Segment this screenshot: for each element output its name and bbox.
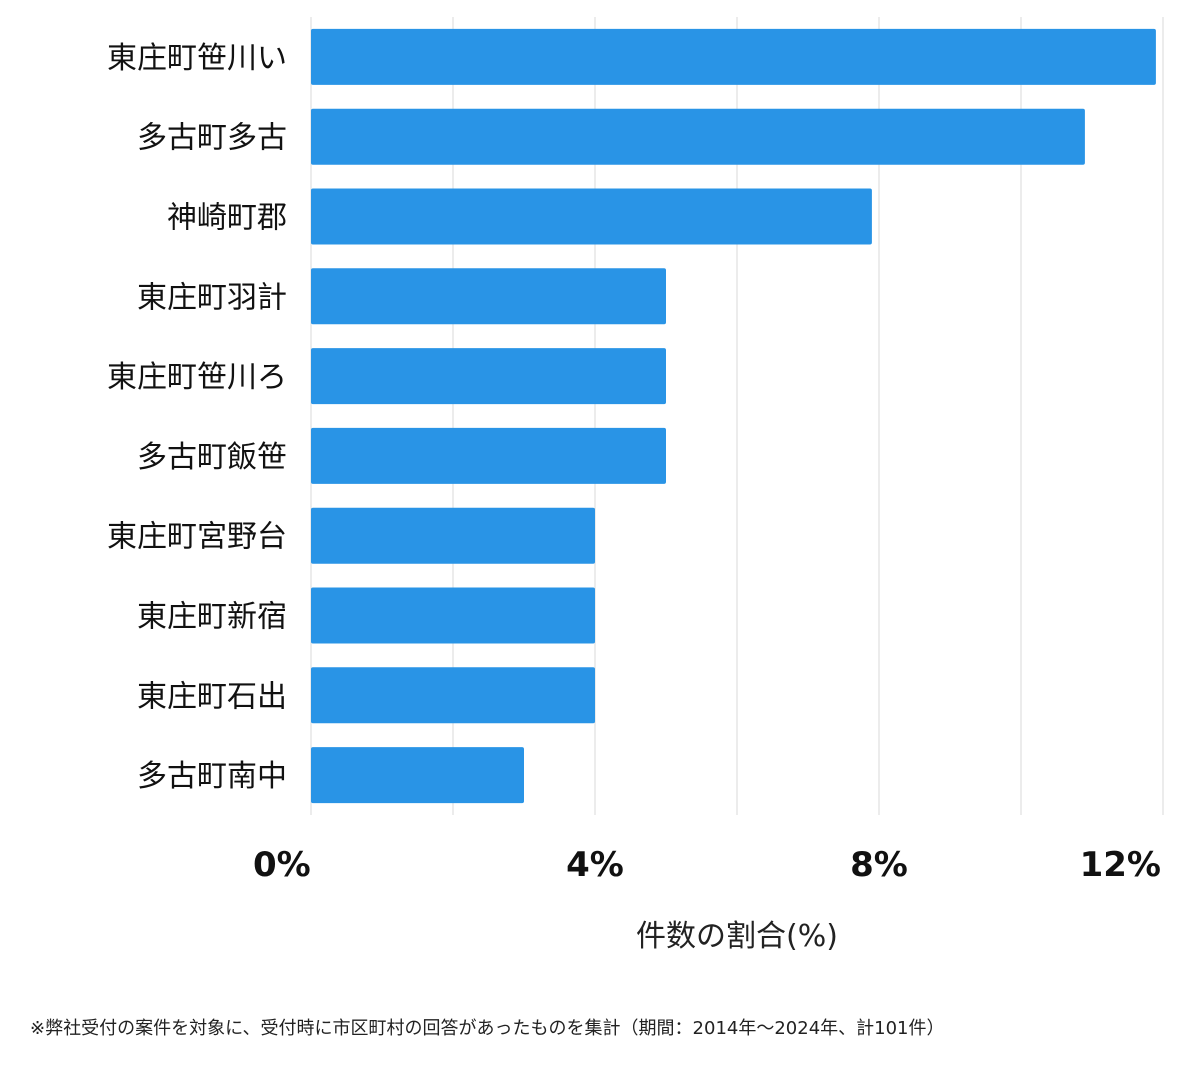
category-label: 東庄町笹川ろ (107, 360, 287, 395)
category-label: 東庄町羽計 (137, 280, 287, 315)
x-tick-label: 4% (566, 845, 624, 885)
x-axis-label: 件数の割合(%) (636, 919, 838, 954)
category-label: 多古町多古 (137, 121, 287, 156)
category-label: 東庄町石出 (137, 679, 287, 714)
category-label: 多古町飯笹 (137, 440, 287, 475)
bar (311, 268, 666, 325)
category-label: 多古町南中 (137, 759, 287, 794)
category-label: 東庄町宮野台 (107, 520, 287, 555)
bar (311, 747, 524, 804)
x-tick-label: 0% (253, 845, 311, 885)
footnote: ※弊社受付の案件を対象に、受付時に市区町村の回答があったものを集計（期間：201… (30, 1018, 945, 1039)
category-labels: 東庄町笹川い多古町多古神崎町郡東庄町羽計東庄町笹川ろ多古町飯笹東庄町宮野台東庄町… (107, 41, 287, 794)
x-tick-label: 8% (850, 845, 908, 885)
bar (311, 28, 1156, 85)
bar (311, 348, 666, 405)
category-label: 神崎町郡 (167, 201, 287, 236)
bar (311, 507, 595, 564)
x-tick-labels: 0% 4% 8% 12% (253, 845, 1161, 885)
bar (311, 108, 1085, 165)
x-tick-label: 12% (1080, 845, 1161, 885)
category-label: 東庄町笹川い (107, 41, 287, 76)
bar (311, 587, 595, 644)
bar (311, 188, 872, 245)
bars (311, 28, 1156, 804)
bar (311, 667, 595, 724)
bar (311, 427, 666, 484)
category-label: 東庄町新宿 (137, 600, 287, 635)
